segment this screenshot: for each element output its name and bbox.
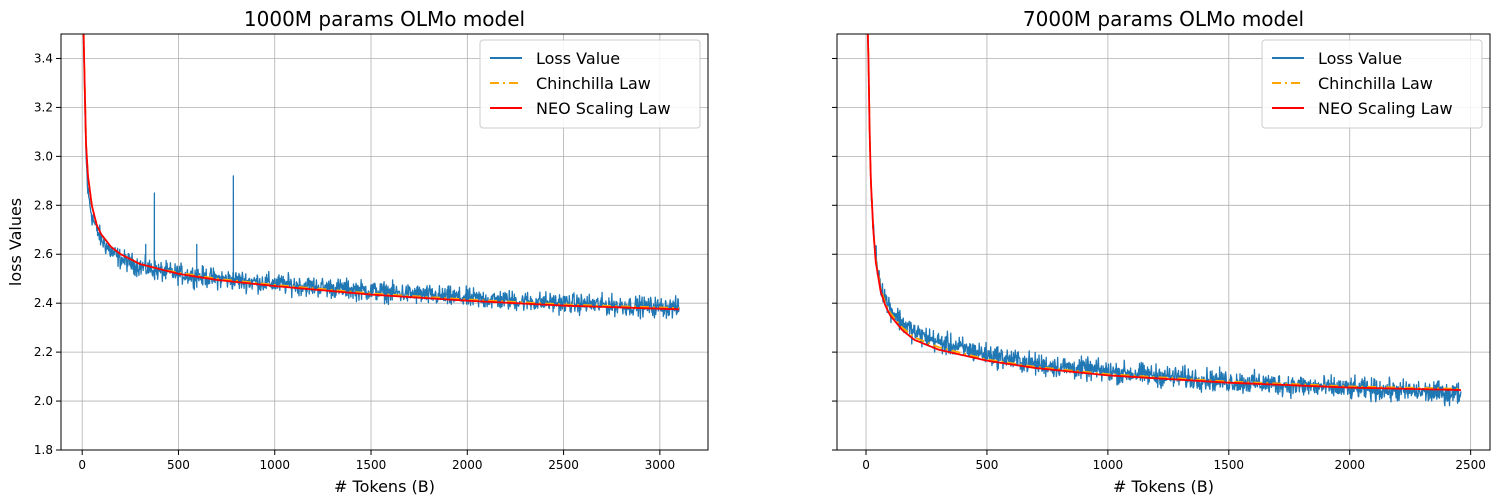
x-tick-label: 0 <box>862 458 870 472</box>
legend-label: NEO Scaling Law <box>1318 99 1453 118</box>
chart-title: 1000M params OLMo model <box>244 7 525 31</box>
series-group <box>82 34 680 320</box>
chart-panel-1: 0 500 1000 1500 2000 2500 3000 1.8 2.0 2.2 2.4 2.6 2… <box>6 7 709 496</box>
y-tick-label: 2.0 <box>34 394 53 408</box>
x-tick-label: 500 <box>167 458 190 472</box>
x-tick-label: 1000 <box>1093 458 1124 472</box>
y-tick-label: 2.2 <box>34 345 53 359</box>
x-tick-label: 1500 <box>356 458 387 472</box>
x-tick-label: 2000 <box>1334 458 1365 472</box>
legend-box <box>479 39 701 129</box>
y-tick-label: 2.6 <box>34 247 53 261</box>
y-tick-label: 3.2 <box>34 100 53 114</box>
legend: Loss Value Chinchilla Law NEO Scaling Law <box>1261 39 1483 129</box>
x-axis-label: # Tokens (B) <box>1113 477 1214 496</box>
legend-label: Loss Value <box>536 49 620 68</box>
series-group <box>866 34 1462 407</box>
x-tick-label: 3000 <box>645 458 676 472</box>
axes-frame <box>836 33 1491 451</box>
y-tick-label: 1.8 <box>34 443 53 457</box>
x-tick-label: 1000 <box>259 458 290 472</box>
x-tick-label: 2000 <box>452 458 483 472</box>
legend: Loss Value Chinchilla Law NEO Scaling Law <box>479 39 701 129</box>
series-line-loss-value <box>867 34 1462 407</box>
x-tick-label: 1500 <box>1214 458 1245 472</box>
chart-title: 7000M params OLMo model <box>1023 7 1304 31</box>
x-tick-label: 500 <box>975 458 998 472</box>
series-line-neo-scaling-law <box>82 34 680 311</box>
y-axis-label: loss Values <box>6 198 25 286</box>
x-tick-label: 0 <box>78 458 86 472</box>
y-tick-label: 3.4 <box>34 51 53 65</box>
chart-panel-2: 0 500 1000 1500 2000 2500 7000M params OLMo mo… <box>832 7 1491 496</box>
series-line-neo-scaling-law <box>866 34 1462 391</box>
x-axis-label: # Tokens (B) <box>334 477 435 496</box>
legend-box <box>1261 39 1483 129</box>
y-tick-label: 2.8 <box>34 198 53 212</box>
y-tick-label: 3.0 <box>34 149 53 163</box>
axes-frame <box>60 33 709 451</box>
y-tick-label: 2.4 <box>34 296 53 310</box>
x-tick-label: 2500 <box>548 458 579 472</box>
legend-label: NEO Scaling Law <box>536 99 671 118</box>
x-tick-label: 2500 <box>1455 458 1486 472</box>
legend-label: Loss Value <box>1318 49 1402 68</box>
legend-label: Chinchilla Law <box>1318 74 1433 93</box>
legend-label: Chinchilla Law <box>536 74 651 93</box>
